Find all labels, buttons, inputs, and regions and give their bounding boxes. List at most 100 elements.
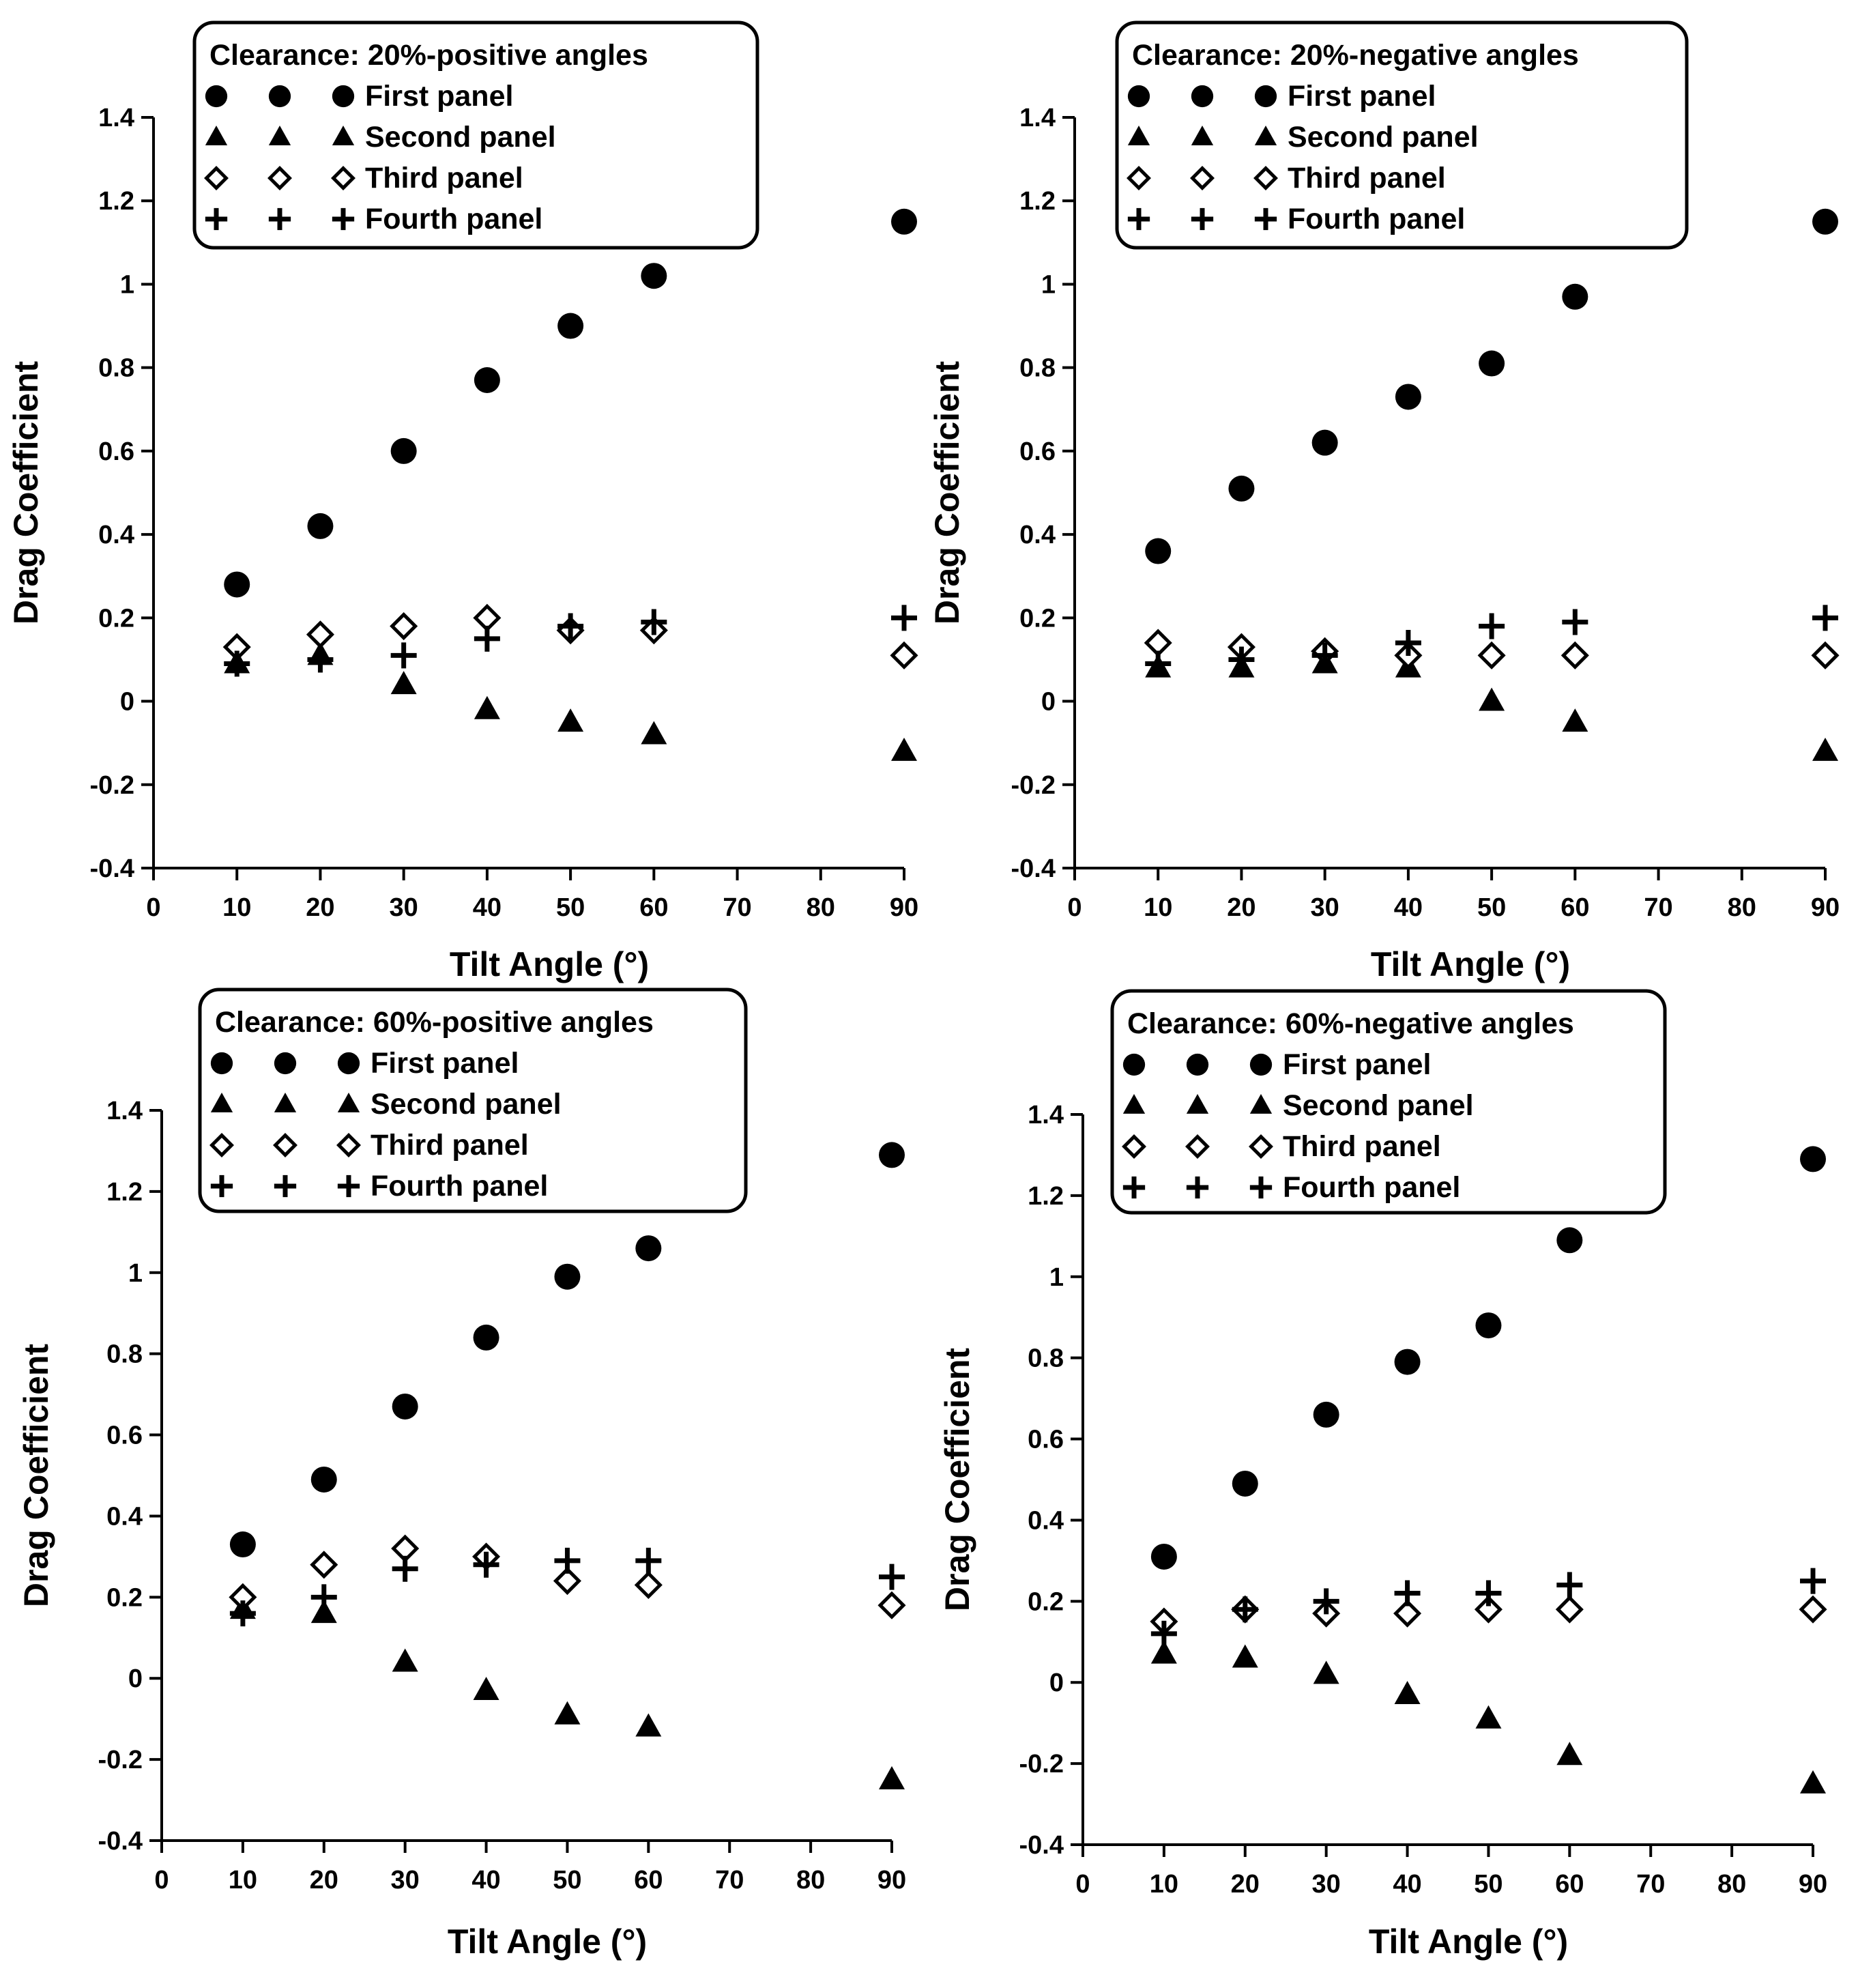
data-point-triangle [557, 708, 584, 732]
x-tick-label: 50 [556, 893, 585, 922]
y-tick-label: 0.6 [1019, 437, 1056, 466]
data-point-triangle [554, 1701, 581, 1725]
x-tick-label: 60 [1555, 1870, 1584, 1899]
y-tick-label: 1.4 [98, 104, 134, 132]
data-point-triangle [473, 1677, 499, 1701]
legend-marker-circle [1186, 1053, 1209, 1076]
data-point-triangle [1150, 1640, 1177, 1664]
legend-label: First panel [1283, 1048, 1431, 1081]
legend-marker-triangle [274, 1093, 297, 1112]
legend-marker-diamond [1249, 1134, 1273, 1159]
y-tick-label: -0.4 [98, 1827, 143, 1856]
series-second-panel [1145, 650, 1838, 761]
legend-label: Third panel [1288, 162, 1446, 195]
y-tick-label: 1.2 [1019, 187, 1056, 216]
x-tick-label: 70 [1644, 893, 1672, 922]
y-tick-label: -0.4 [1019, 1831, 1064, 1860]
data-point-diamond [310, 1551, 338, 1579]
legend-label: Second panel [371, 1088, 562, 1121]
y-tick-label: 1.4 [106, 1097, 143, 1125]
y-axis-title: Drag Coefficient [928, 361, 966, 625]
x-tick-label: 40 [1393, 1870, 1421, 1899]
legend: Clearance: 60%-negative angles First pane… [1110, 989, 1667, 1215]
y-tick-label: 1.4 [1028, 1101, 1064, 1129]
legend-box [192, 20, 759, 250]
legend-marker-triangle [1122, 1094, 1146, 1114]
x-tick-label: 10 [222, 893, 251, 922]
legend-marker-plus [1186, 1176, 1209, 1199]
data-point-triangle [891, 737, 917, 761]
series-third-panel [1150, 1595, 1827, 1636]
legend-marker-triangle [1127, 126, 1150, 145]
legend-marker-circle [268, 85, 291, 108]
data-point-diamond [553, 1567, 581, 1596]
data-point-diamond [1477, 641, 1506, 669]
x-tick-label: 70 [723, 893, 751, 922]
legend-label: Second panel [1288, 121, 1479, 154]
x-tick-label: 20 [310, 1866, 338, 1895]
legend-marker-diamond [209, 1133, 234, 1157]
data-point-plus [310, 1584, 337, 1611]
legend-label: Fourth panel [371, 1170, 548, 1202]
data-point-circle [557, 313, 584, 339]
series-fourth-panel [1145, 605, 1838, 677]
legend-marker-plus [1122, 1176, 1146, 1199]
legend-box [1115, 20, 1689, 250]
data-point-triangle [635, 1713, 662, 1737]
data-point-plus [879, 1564, 905, 1590]
legend-marker-diamond [273, 1133, 297, 1157]
data-point-diamond [877, 1591, 906, 1619]
data-point-diamond [306, 620, 334, 649]
legend-marker-diamond [1185, 1134, 1210, 1159]
x-tick-label: 20 [1227, 893, 1255, 922]
x-tick-label: 10 [229, 1866, 257, 1895]
legend-label: Third panel [371, 1129, 529, 1162]
y-tick-label: 0.8 [98, 354, 134, 383]
y-tick-label: 0 [1041, 688, 1056, 717]
legend-label: First panel [365, 80, 513, 113]
data-point-circle [1395, 384, 1421, 410]
legend-title: Clearance: 20%-positive angles [209, 39, 648, 72]
series-first-panel [1145, 208, 1838, 564]
series-first-panel [229, 1142, 905, 1558]
data-point-circle [390, 437, 417, 464]
data-point-plus [474, 625, 500, 652]
y-tick-label: 1 [1049, 1263, 1064, 1292]
legend-label: Third panel [365, 162, 523, 195]
series-fourth-panel [224, 605, 917, 677]
legend-box [1110, 989, 1667, 1215]
legend-marker-diamond [1253, 166, 1278, 190]
legend-marker-plus [205, 207, 228, 231]
x-tick-label: 90 [1799, 1870, 1827, 1899]
data-point-circle [392, 1393, 418, 1420]
x-tick-label: 80 [1717, 1870, 1746, 1899]
data-point-plus [229, 1600, 256, 1627]
data-point-diamond [634, 1570, 663, 1600]
chart-1: -0.4 -0.2 0 0.2 0.4 0.6 0.8 1 1.2 1.4 0 10 20 30 40 50 6… [7, 20, 918, 983]
data-point-circle [224, 571, 250, 598]
legend-marker-plus [268, 207, 291, 231]
data-point-triangle [1313, 1660, 1339, 1684]
y-tick-label: 0.8 [1019, 354, 1056, 383]
data-point-triangle [1479, 687, 1505, 711]
legend: Clearance: 20%-negative angles First pane… [1115, 20, 1689, 250]
x-tick-label: 0 [146, 893, 160, 922]
chart-2: -0.4 -0.2 0 0.2 0.4 0.6 0.8 1 1.2 1.4 0 10 20 30 40 50 6… [928, 20, 1840, 983]
legend-marker-triangle [1249, 1094, 1273, 1114]
data-point-triangle [1812, 737, 1838, 761]
legend-marker-diamond [204, 166, 229, 190]
legend-marker-diamond [1122, 1134, 1146, 1159]
data-point-plus [1475, 1580, 1502, 1607]
y-axis-title: Drag Coefficient [17, 1344, 55, 1608]
data-point-circle [1556, 1227, 1583, 1254]
data-point-plus [635, 1547, 662, 1574]
legend-marker-triangle [268, 126, 291, 145]
x-tick-label: 0 [154, 1866, 169, 1895]
x-tick-label: 30 [1311, 893, 1339, 922]
chart-4: -0.4 -0.2 0 0.2 0.4 0.6 0.8 1 1.2 1.4 0 10 20 30 40 50 6… [938, 989, 1827, 1961]
y-tick-label: 1 [120, 270, 134, 299]
y-tick-label: 0 [1049, 1669, 1064, 1697]
legend-marker-triangle [332, 126, 355, 145]
data-point-plus [1800, 1568, 1826, 1594]
